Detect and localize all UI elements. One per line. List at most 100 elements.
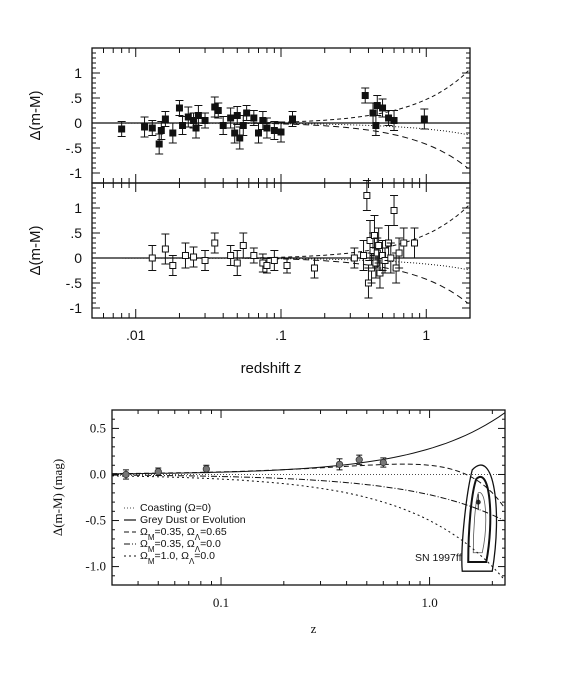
legend-entry: ΩM=0.35, ΩΛ=0.0	[140, 538, 221, 554]
data-point	[355, 456, 363, 464]
legend-entry: ΩM=0.35, ΩΛ=0.65	[140, 526, 227, 542]
data-point	[181, 252, 189, 259]
y-axis-label: Δ(m-M) (mag)	[50, 459, 65, 536]
data-point	[239, 242, 247, 249]
model-curve-dotted	[113, 257, 469, 271]
data-point	[231, 129, 239, 137]
model-curve-dotted	[113, 122, 469, 136]
y-tick-label: -0.5	[85, 513, 106, 528]
x-tick-label: 1.0	[421, 595, 437, 610]
data-point	[263, 124, 271, 132]
y-tick-label: .5	[70, 90, 82, 106]
grey-dust-curve	[112, 412, 505, 475]
data-point	[190, 117, 198, 124]
y-tick-label: .5	[70, 225, 82, 241]
sn-1997ff-label: SN 1997ff	[415, 552, 462, 564]
model-curve-lower	[113, 257, 469, 304]
x-axis-label: z	[311, 621, 317, 636]
y-tick-label: 0.0	[90, 466, 106, 481]
middle-panel: 1 .5 0 -.5 -1 Δ(m-M) .01 .1 1 redshift z	[27, 180, 471, 377]
contour-inner	[467, 475, 492, 563]
data-point	[283, 262, 291, 269]
data-point	[239, 122, 247, 129]
data-point	[411, 239, 419, 247]
y-tick-label: -.5	[66, 140, 83, 156]
data-point	[277, 128, 285, 136]
data-point	[270, 257, 278, 264]
data-point	[233, 112, 241, 119]
data-point	[214, 107, 222, 114]
data-point	[361, 92, 369, 99]
data-point	[201, 257, 209, 264]
data-point	[310, 264, 318, 272]
data-point	[379, 458, 387, 467]
data-point	[236, 134, 244, 142]
y-tick-label: 1	[74, 65, 82, 81]
y-tick-label: -.5	[66, 275, 83, 291]
legend-entry: Grey Dust or Evolution	[140, 514, 246, 526]
data-point	[148, 254, 156, 262]
data-point	[373, 102, 381, 109]
y-axis-label: Δ(m-M)	[27, 91, 44, 141]
data-point	[270, 127, 278, 134]
data-point	[118, 125, 126, 133]
data-point	[157, 127, 165, 134]
data-point	[148, 124, 156, 132]
legend-entry: Coasting (Ω=0)	[140, 502, 211, 514]
data-point	[227, 114, 235, 122]
plot-area	[112, 412, 505, 581]
data-point	[233, 259, 241, 267]
contour-core	[472, 492, 487, 554]
data-point	[385, 114, 393, 122]
x-axis-label: redshift z	[241, 360, 302, 377]
y-tick-label: 0	[74, 115, 82, 131]
data-point	[363, 192, 371, 199]
x-tick-label: .01	[126, 327, 146, 343]
y-tick-label: -1	[70, 165, 83, 181]
data-point	[350, 254, 358, 262]
data-point	[250, 252, 258, 259]
data-point	[175, 104, 183, 112]
data-point	[211, 239, 219, 247]
plot-frame	[111, 409, 506, 586]
plot-frame	[91, 182, 471, 319]
data-point	[219, 122, 227, 129]
model-curve-lower	[113, 122, 469, 169]
data-point	[243, 109, 251, 117]
data-point	[400, 239, 408, 247]
data-point	[335, 460, 344, 468]
y-tick-label: 1	[74, 200, 82, 216]
data-point	[263, 262, 271, 269]
data-point	[169, 262, 177, 269]
data-point	[201, 117, 209, 124]
data-point	[202, 465, 210, 473]
data-point	[379, 104, 387, 112]
contour-outer	[461, 464, 498, 572]
data-point	[390, 207, 398, 214]
data-point	[387, 254, 395, 262]
data-point	[122, 470, 130, 479]
data-point	[169, 129, 177, 137]
data-point	[360, 252, 368, 259]
y-tick-label: 0.5	[90, 420, 106, 435]
y-axis-label: Δ(m-M)	[27, 226, 44, 276]
data-point	[194, 112, 202, 119]
x-tick-label: 1	[422, 327, 430, 343]
lambda-curve	[112, 463, 505, 509]
data-point	[372, 122, 380, 129]
data-point	[395, 249, 403, 257]
legend-entry: ΩM=1.0, ΩΛ=0.0	[140, 550, 215, 566]
plot-frame	[91, 47, 471, 184]
data-point	[141, 123, 149, 131]
einstein-de-sitter-curve	[112, 475, 505, 581]
data-point	[250, 114, 258, 122]
data-point	[390, 117, 398, 124]
data-point	[184, 113, 192, 121]
top-panel: 1 .5 0 -.5 -1 Δ(m-M)	[27, 47, 471, 184]
data-point	[227, 252, 235, 259]
bottom-panel: 0.5 0.0 -0.5 -1.0 0.1 1.0 z Δ(m-M) (mag) Coastin…	[50, 409, 506, 636]
data-point	[254, 129, 262, 137]
data-point	[161, 115, 169, 123]
data-point	[211, 103, 219, 111]
x-tick-label: .1	[275, 327, 287, 343]
